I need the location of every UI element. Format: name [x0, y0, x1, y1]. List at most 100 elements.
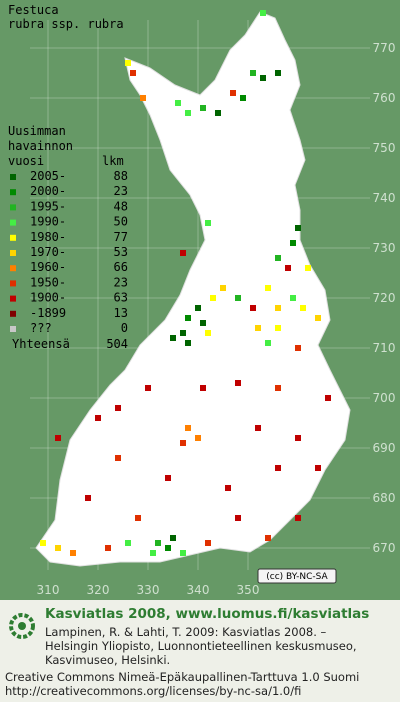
occurrence-square [235, 295, 241, 301]
legend-count: 53 [114, 245, 128, 259]
occurrence-square [250, 70, 256, 76]
occurrence-square [140, 95, 146, 101]
legend-label: 2000- [30, 184, 66, 198]
occurrence-square [185, 340, 191, 346]
occurrence-square [260, 10, 266, 16]
occurrence-square [125, 60, 131, 66]
logo [9, 613, 35, 639]
citation-line: Kasvimuseo, Helsinki. [45, 653, 170, 667]
occurrence-square [185, 315, 191, 321]
legend-swatch [10, 204, 16, 211]
occurrence-square [200, 320, 206, 326]
occurrence-square [220, 285, 226, 291]
occurrence-square [180, 550, 186, 556]
x-tick-label: 320 [87, 583, 110, 597]
legend-label: 1970- [30, 245, 66, 259]
occurrence-square [105, 545, 111, 551]
occurrence-square [275, 385, 281, 391]
occurrence-square [205, 540, 211, 546]
y-tick-label: 680 [373, 491, 396, 505]
occurrence-square [170, 535, 176, 541]
legend-count: 63 [114, 291, 128, 305]
legend-swatch [10, 265, 16, 272]
occurrence-square [295, 435, 301, 441]
y-tick-label: 700 [373, 391, 396, 405]
occurrence-square [205, 220, 211, 226]
occurrence-square [125, 540, 131, 546]
y-tick-label: 730 [373, 241, 396, 255]
legend-count: 48 [114, 199, 128, 213]
occurrence-square [115, 455, 121, 461]
legend-label: 1995- [30, 199, 66, 213]
occurrence-square [165, 545, 171, 551]
occurrence-square [195, 435, 201, 441]
occurrence-square [265, 285, 271, 291]
occurrence-square [155, 540, 161, 546]
occurrence-square [95, 415, 101, 421]
legend-label: 1960- [30, 260, 66, 274]
occurrence-square [295, 515, 301, 521]
x-tick-label: 350 [237, 583, 260, 597]
occurrence-square [215, 110, 221, 116]
occurrence-square [235, 515, 241, 521]
legend-swatch [10, 250, 16, 256]
occurrence-square [165, 475, 171, 481]
occurrence-square [235, 380, 241, 386]
legend-count: 0 [121, 321, 128, 335]
occurrence-square [205, 330, 211, 336]
occurrence-square [230, 90, 236, 96]
occurrence-square [295, 345, 301, 351]
occurrence-square [150, 550, 156, 556]
occurrence-square [300, 305, 306, 311]
occurrence-square [70, 550, 76, 556]
occurrence-square [180, 330, 186, 336]
license-line: Creative Commons Nimeä-Epäkaupallinen-Ta… [5, 670, 359, 684]
occurrence-square [130, 70, 136, 76]
y-tick-label: 690 [373, 441, 396, 455]
total-count: 504 [106, 337, 128, 351]
footer-heading: Kasviatlas 2008, www.luomus.fi/kasviatla… [45, 606, 369, 622]
legend-swatch [10, 219, 16, 226]
legend-count: 66 [114, 260, 128, 274]
legend-swatch [10, 189, 16, 196]
occurrence-square [135, 515, 141, 521]
occurrence-square [315, 465, 321, 471]
legend-header: Uusimman [8, 124, 66, 138]
occurrence-square [250, 305, 256, 311]
legend-count: 88 [114, 169, 128, 183]
occurrence-square [175, 100, 181, 106]
license-badge-text: (cc) BY-NC-SA [266, 572, 328, 582]
occurrence-square [200, 385, 206, 391]
occurrence-square [180, 250, 186, 256]
occurrence-squares [40, 10, 331, 556]
legend-swatch [10, 234, 16, 241]
occurrence-square [225, 485, 231, 491]
legend-swatch [10, 174, 16, 180]
legend: 2005- 88 2000- 23 1995- 48 1990- 50 1980- 77 1970-… [10, 169, 128, 335]
occurrence-square [170, 335, 176, 341]
legend-count: 50 [114, 215, 128, 229]
title-line: rubra ssp. rubra [8, 17, 124, 31]
citation-line: Lampinen, R. & Lahti, T. 2009: Kasviatla… [45, 625, 327, 639]
occurrence-square [275, 70, 281, 76]
legend-count-header: lkm [102, 154, 124, 168]
license-line: http://creativecommons.org/licenses/by-n… [5, 684, 301, 698]
occurrence-square [195, 305, 201, 311]
x-tick-label: 330 [137, 583, 160, 597]
legend-label: 1990- [30, 215, 66, 229]
legend-count: 23 [114, 275, 128, 289]
y-tick-label: 760 [373, 91, 396, 105]
occurrence-square [275, 305, 281, 311]
occurrence-square [325, 395, 331, 401]
occurrence-square [85, 495, 91, 501]
x-tick-label: 310 [37, 583, 60, 597]
legend-header: vuosi [8, 154, 44, 168]
occurrence-square [315, 315, 321, 321]
occurrence-square [290, 295, 296, 301]
occurrence-square [305, 265, 311, 271]
occurrence-square [185, 110, 191, 116]
legend-label: 1980- [30, 230, 66, 244]
legend-count: 23 [114, 184, 128, 198]
y-tick-label: 710 [373, 341, 396, 355]
